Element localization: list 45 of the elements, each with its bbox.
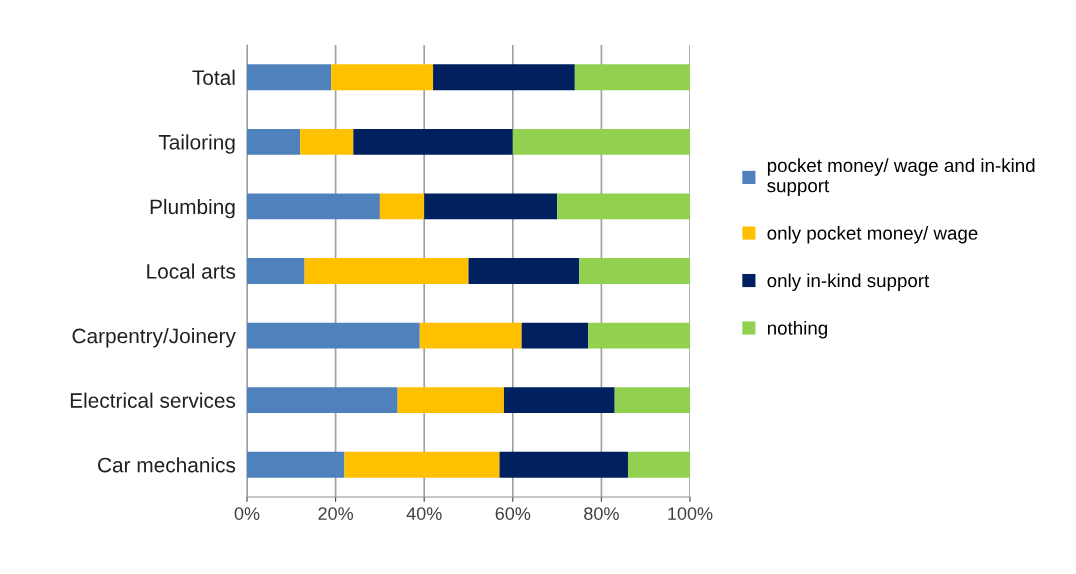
bar xyxy=(579,258,690,284)
bar xyxy=(247,258,305,284)
bar xyxy=(331,64,434,91)
bar xyxy=(247,128,301,155)
bar xyxy=(499,451,628,478)
y-tick-label: Tailoring xyxy=(158,134,235,154)
bar xyxy=(588,322,690,349)
y-tick-label: Total xyxy=(192,69,235,86)
bar xyxy=(344,451,500,478)
y-tick-label: Electrical services xyxy=(70,392,236,408)
bar xyxy=(304,258,469,284)
bar xyxy=(512,128,690,155)
bar xyxy=(614,387,690,414)
x-tick-label: 20% xyxy=(318,507,354,520)
legend-label: nothing xyxy=(767,320,827,339)
bar xyxy=(433,64,575,91)
bar xyxy=(419,322,522,349)
bar xyxy=(247,322,420,349)
bar xyxy=(521,322,589,349)
bar xyxy=(353,128,513,155)
x-tick-label: 100% xyxy=(668,507,713,520)
bar xyxy=(247,387,398,414)
bar xyxy=(247,64,332,91)
bar xyxy=(379,193,425,220)
x-tick-label: 80% xyxy=(584,507,619,520)
bar xyxy=(503,387,615,414)
bar xyxy=(247,193,380,220)
y-tick-label: Carpentry/Joinery xyxy=(72,328,236,348)
bar xyxy=(424,193,558,220)
legend-label: only pocket money/ wage xyxy=(767,226,978,244)
legend-label: only in-kind support xyxy=(767,273,930,291)
y-tick-label: Plumbing xyxy=(150,198,235,219)
y-tick-label: Local arts xyxy=(147,263,236,279)
bar xyxy=(247,451,345,478)
y-tick-label: Car mechanics xyxy=(98,457,236,473)
bar xyxy=(557,193,690,220)
bar xyxy=(397,387,504,414)
x-tick-label: 60% xyxy=(495,507,531,520)
bar xyxy=(574,64,690,91)
bar xyxy=(300,128,354,155)
x-tick-label: 40% xyxy=(406,507,442,520)
bar xyxy=(468,258,580,284)
bar xyxy=(627,451,690,478)
legend-label: pocket money/ wage and in-kind support xyxy=(767,158,1035,197)
x-tick-label: 0% xyxy=(234,507,260,520)
